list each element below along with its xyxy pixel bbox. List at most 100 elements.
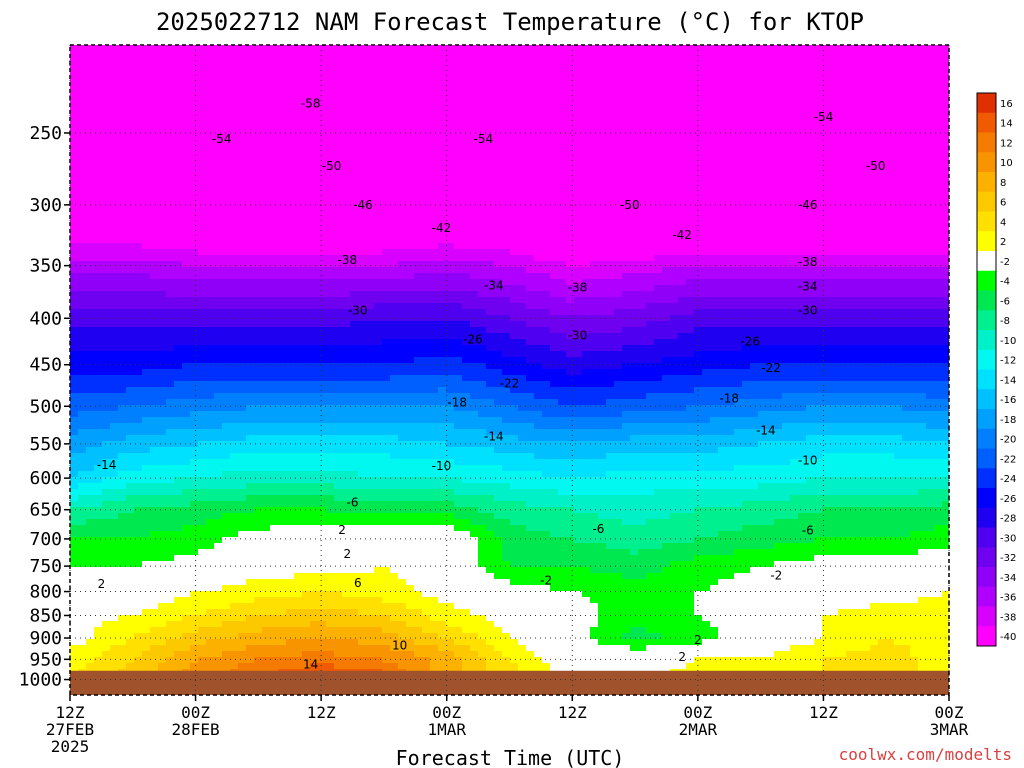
heat-cell <box>438 75 447 82</box>
heat-cell <box>710 135 719 142</box>
heat-cell <box>166 147 175 154</box>
heat-cell <box>318 201 327 208</box>
heat-cell <box>582 285 591 292</box>
heat-cell <box>326 111 335 118</box>
heat-cell <box>702 81 711 88</box>
heat-cell <box>390 195 399 202</box>
heat-cell <box>478 255 487 262</box>
heat-cell <box>814 255 823 262</box>
heat-cell <box>118 171 127 178</box>
heat-cell <box>366 123 375 130</box>
heat-cell <box>454 57 463 64</box>
heat-cell <box>118 135 127 142</box>
heat-cell <box>726 231 735 238</box>
heat-cell <box>942 75 949 82</box>
heat-cell <box>254 147 263 154</box>
heat-cell <box>598 219 607 226</box>
heat-cell <box>806 57 815 64</box>
heat-cell <box>774 117 783 124</box>
heat-cell <box>814 291 823 298</box>
heat-cell <box>558 111 567 118</box>
heat-cell <box>614 93 623 100</box>
heat-cell <box>534 261 543 268</box>
heat-cell <box>262 285 271 292</box>
heat-cell <box>758 51 767 58</box>
heat-cell <box>342 81 351 88</box>
heat-cell <box>518 255 527 262</box>
heat-cell <box>814 219 823 226</box>
heat-cell <box>270 57 279 64</box>
heat-cell <box>798 135 807 142</box>
heat-cell <box>350 147 359 154</box>
heat-cell <box>238 207 247 214</box>
heat-cell <box>830 207 839 214</box>
heat-cell <box>710 117 719 124</box>
heat-cell <box>182 135 191 142</box>
heat-cell <box>310 189 319 196</box>
heat-cell <box>678 201 687 208</box>
heat-cell <box>302 243 311 250</box>
heat-cell <box>150 315 159 322</box>
heat-cell <box>486 255 495 262</box>
heat-cell <box>934 147 943 154</box>
heat-cell <box>566 219 575 226</box>
heat-cell <box>622 117 631 124</box>
heat-cell <box>582 279 591 286</box>
heat-cell <box>502 267 511 274</box>
heat-cell <box>366 141 375 148</box>
heat-cell <box>238 105 247 112</box>
heat-cell <box>798 261 807 268</box>
heat-cell <box>678 177 687 184</box>
heat-cell <box>310 129 319 136</box>
heat-cell <box>686 111 695 118</box>
heat-cell <box>814 123 823 130</box>
heat-cell <box>926 129 935 136</box>
heat-cell <box>582 261 591 268</box>
heat-cell <box>118 165 127 172</box>
heat-cell <box>118 75 127 82</box>
heat-cell <box>142 285 151 292</box>
heat-cell <box>166 201 175 208</box>
heat-cell <box>94 165 103 172</box>
heat-cell <box>406 285 415 292</box>
heat-cell <box>118 69 127 76</box>
heat-cell <box>782 129 791 136</box>
heat-cell <box>582 297 591 304</box>
heat-cell <box>438 285 447 292</box>
heat-cell <box>334 75 343 82</box>
heat-cell <box>294 93 303 100</box>
heat-cell <box>926 273 935 280</box>
heat-cell <box>286 273 295 280</box>
heat-cell <box>750 75 759 82</box>
heat-cell <box>734 243 743 250</box>
heat-cell <box>486 237 495 244</box>
heat-cell <box>902 237 911 244</box>
heat-cell <box>494 147 503 154</box>
heat-cell <box>134 237 143 244</box>
heat-cell <box>310 63 319 70</box>
heat-cell <box>734 87 743 94</box>
heat-cell <box>182 105 191 112</box>
heat-cell <box>894 81 903 88</box>
heat-cell <box>310 219 319 226</box>
heat-cell <box>830 225 839 232</box>
heat-cell <box>614 231 623 238</box>
heat-cell <box>358 105 367 112</box>
heat-cell <box>638 195 647 202</box>
heat-cell <box>638 93 647 100</box>
heat-cell <box>670 231 679 238</box>
heat-cell <box>678 219 687 226</box>
heat-cell <box>630 105 639 112</box>
heat-cell <box>702 177 711 184</box>
heat-cell <box>814 261 823 268</box>
heat-cell <box>230 285 239 292</box>
heat-cell <box>862 93 871 100</box>
heat-cell <box>198 315 207 322</box>
heat-cell <box>838 147 847 154</box>
heat-cell <box>238 159 247 166</box>
heat-cell <box>246 207 255 214</box>
heat-cell <box>614 81 623 88</box>
heat-cell <box>878 279 887 286</box>
heat-cell <box>814 213 823 220</box>
heat-cell <box>790 243 799 250</box>
